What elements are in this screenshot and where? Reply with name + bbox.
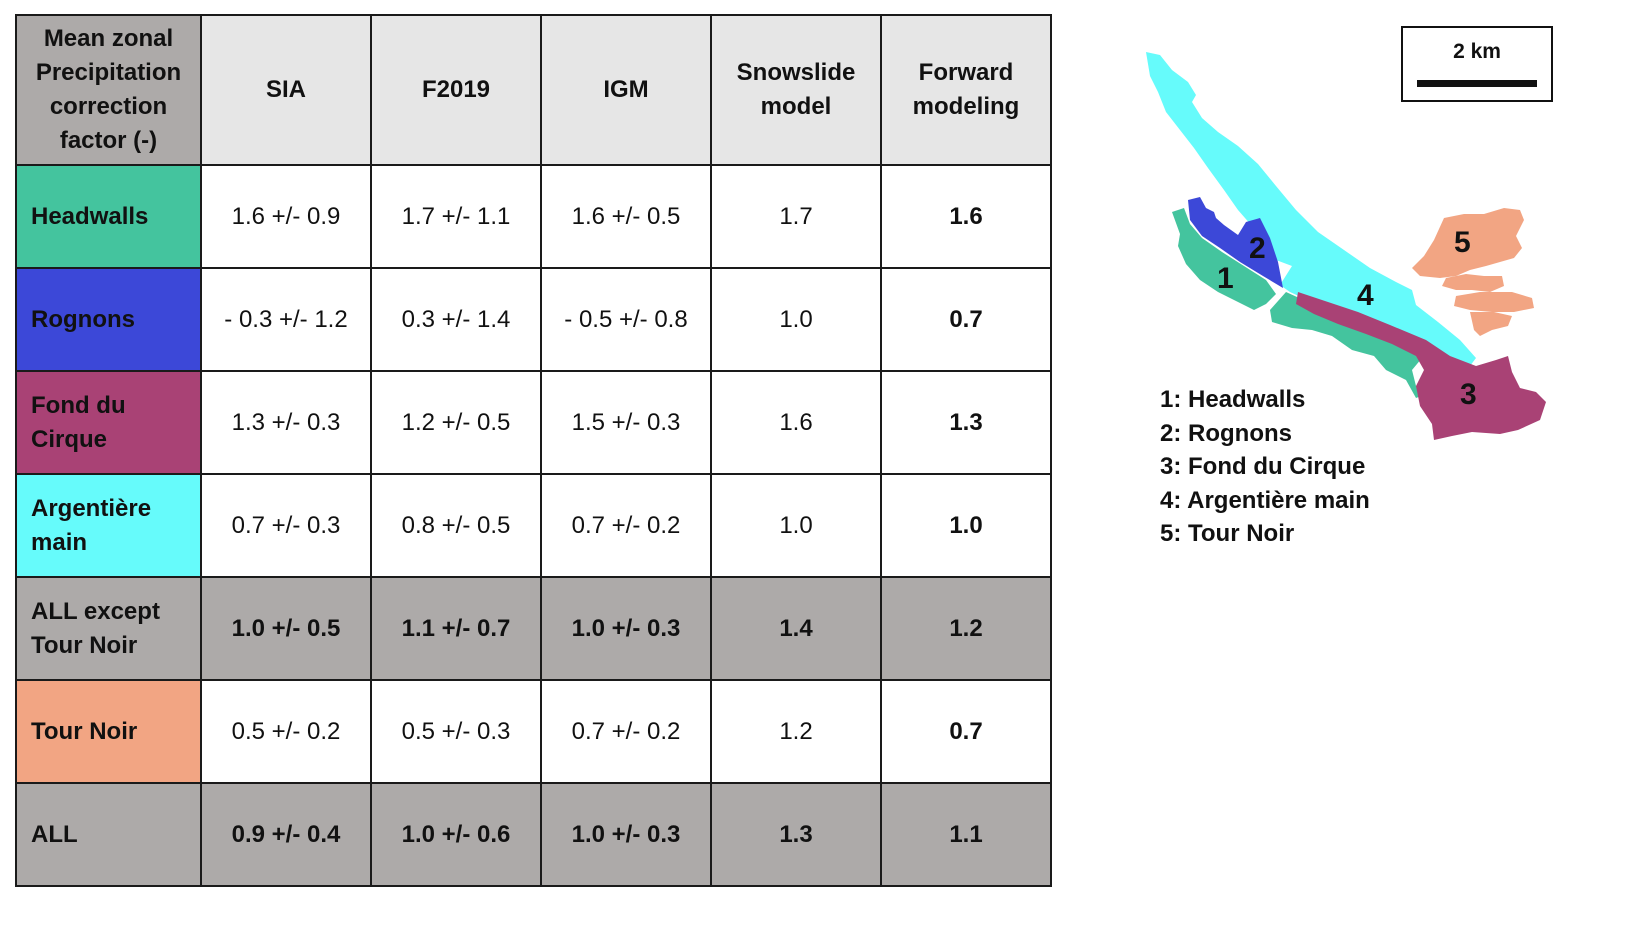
scale-bar-line — [1417, 80, 1537, 87]
cell-igm: 1.0 +/- 0.3 — [540, 576, 712, 681]
cell-igm: 1.0 +/- 0.3 — [540, 782, 712, 887]
legend-item: 2: Rognons — [1160, 419, 1292, 447]
table-row: ALL except Tour Noir 1.0 +/- 0.5 1.1 +/-… — [15, 576, 1052, 681]
cell-forward: 1.0 — [880, 473, 1052, 578]
cell-forward: 1.6 — [880, 164, 1052, 269]
row-label-all: ALL — [15, 782, 202, 887]
cell-snowslide: 1.6 — [710, 370, 882, 475]
scale-bar-label: 2 km — [1453, 40, 1501, 63]
row-label-tour-noir: Tour Noir — [15, 679, 202, 784]
column-header-igm: IGM — [540, 14, 712, 166]
column-header-sia: SIA — [200, 14, 372, 166]
map-legend: 1: Headwalls 2: Rognons 3: Fond du Cirqu… — [1160, 383, 1370, 551]
cell-f2019: 0.5 +/- 0.3 — [370, 679, 542, 784]
table-row: Argentière main 0.7 +/- 0.3 0.8 +/- 0.5 … — [15, 473, 1052, 578]
legend-item: 1: Headwalls — [1160, 386, 1306, 413]
precipitation-correction-table: Mean zonal Precipitation correction fact… — [15, 14, 1052, 887]
cell-f2019: 1.0 +/- 0.6 — [370, 782, 542, 887]
cell-forward: 1.2 — [880, 576, 1052, 681]
zone-tour-noir — [1442, 274, 1504, 292]
cell-forward: 0.7 — [880, 679, 1052, 784]
table-header-row: Mean zonal Precipitation correction fact… — [15, 14, 1052, 166]
glacier-zone-map: 1 2 3 4 5 — [1146, 52, 1546, 440]
legend-item: 5: Tour Noir — [1160, 520, 1295, 547]
cell-sia: 1.6 +/- 0.9 — [200, 164, 372, 269]
legend-item: 4: Argentière main — [1160, 486, 1370, 514]
cell-snowslide: 1.2 — [710, 679, 882, 784]
cell-snowslide: 1.3 — [710, 782, 882, 887]
corner-header: Mean zonal Precipitation correction fact… — [15, 14, 202, 166]
zone-tour-noir — [1454, 292, 1534, 312]
row-label-argentiere-main: Argentière main — [15, 473, 202, 578]
map-number-2: 2 — [1249, 232, 1266, 265]
zone-tour-noir — [1470, 312, 1512, 336]
zone-tour-noir — [1412, 208, 1524, 278]
cell-forward: 0.7 — [880, 267, 1052, 372]
cell-forward: 1.3 — [880, 370, 1052, 475]
table-row: Fond du Cirque 1.3 +/- 0.3 1.2 +/- 0.5 1… — [15, 370, 1052, 475]
cell-igm: 1.5 +/- 0.3 — [540, 370, 712, 475]
table-row: Rognons - 0.3 +/- 1.2 0.3 +/- 1.4 - 0.5 … — [15, 267, 1052, 372]
map-number-3: 3 — [1460, 378, 1477, 411]
scale-bar: 2 km — [1401, 26, 1553, 102]
cell-sia: 1.0 +/- 0.5 — [200, 576, 372, 681]
cell-snowslide: 1.7 — [710, 164, 882, 269]
table-row: Tour Noir 0.5 +/- 0.2 0.5 +/- 0.3 0.7 +/… — [15, 679, 1052, 784]
cell-f2019: 0.8 +/- 0.5 — [370, 473, 542, 578]
map-number-5: 5 — [1454, 226, 1471, 259]
cell-sia: 1.3 +/- 0.3 — [200, 370, 372, 475]
cell-snowslide: 1.0 — [710, 267, 882, 372]
cell-sia: - 0.3 +/- 1.2 — [200, 267, 372, 372]
zone-argentiere-main — [1146, 52, 1476, 366]
cell-f2019: 1.7 +/- 1.1 — [370, 164, 542, 269]
row-label-all-except-tour-noir: ALL except Tour Noir — [15, 576, 202, 681]
cell-forward: 1.1 — [880, 782, 1052, 887]
column-header-snowslide: Snowslide model — [710, 14, 882, 166]
cell-f2019: 1.2 +/- 0.5 — [370, 370, 542, 475]
cell-sia: 0.7 +/- 0.3 — [200, 473, 372, 578]
cell-igm: 0.7 +/- 0.2 — [540, 679, 712, 784]
cell-f2019: 0.3 +/- 1.4 — [370, 267, 542, 372]
cell-snowslide: 1.4 — [710, 576, 882, 681]
cell-igm: - 0.5 +/- 0.8 — [540, 267, 712, 372]
cell-sia: 0.5 +/- 0.2 — [200, 679, 372, 784]
row-label-rognons: Rognons — [15, 267, 202, 372]
zone-fond-du-cirque — [1296, 292, 1546, 440]
cell-igm: 0.7 +/- 0.2 — [540, 473, 712, 578]
table-row: ALL 0.9 +/- 0.4 1.0 +/- 0.6 1.0 +/- 0.3 … — [15, 782, 1052, 887]
cell-snowslide: 1.0 — [710, 473, 882, 578]
row-label-fond-du-cirque: Fond du Cirque — [15, 370, 202, 475]
table-row: Headwalls 1.6 +/- 0.9 1.7 +/- 1.1 1.6 +/… — [15, 164, 1052, 269]
row-label-headwalls: Headwalls — [15, 164, 202, 269]
column-header-forward: Forward modeling — [880, 14, 1052, 166]
zone-headwalls — [1172, 208, 1276, 310]
cell-sia: 0.9 +/- 0.4 — [200, 782, 372, 887]
zone-headwalls — [1270, 292, 1432, 398]
map-number-4: 4 — [1357, 279, 1374, 312]
zone-rognons — [1188, 197, 1283, 288]
map-number-1: 1 — [1217, 262, 1234, 295]
cell-igm: 1.6 +/- 0.5 — [540, 164, 712, 269]
column-header-f2019: F2019 — [370, 14, 542, 166]
cell-f2019: 1.1 +/- 0.7 — [370, 576, 542, 681]
legend-item: 3: Fond du Cirque — [1160, 453, 1366, 480]
